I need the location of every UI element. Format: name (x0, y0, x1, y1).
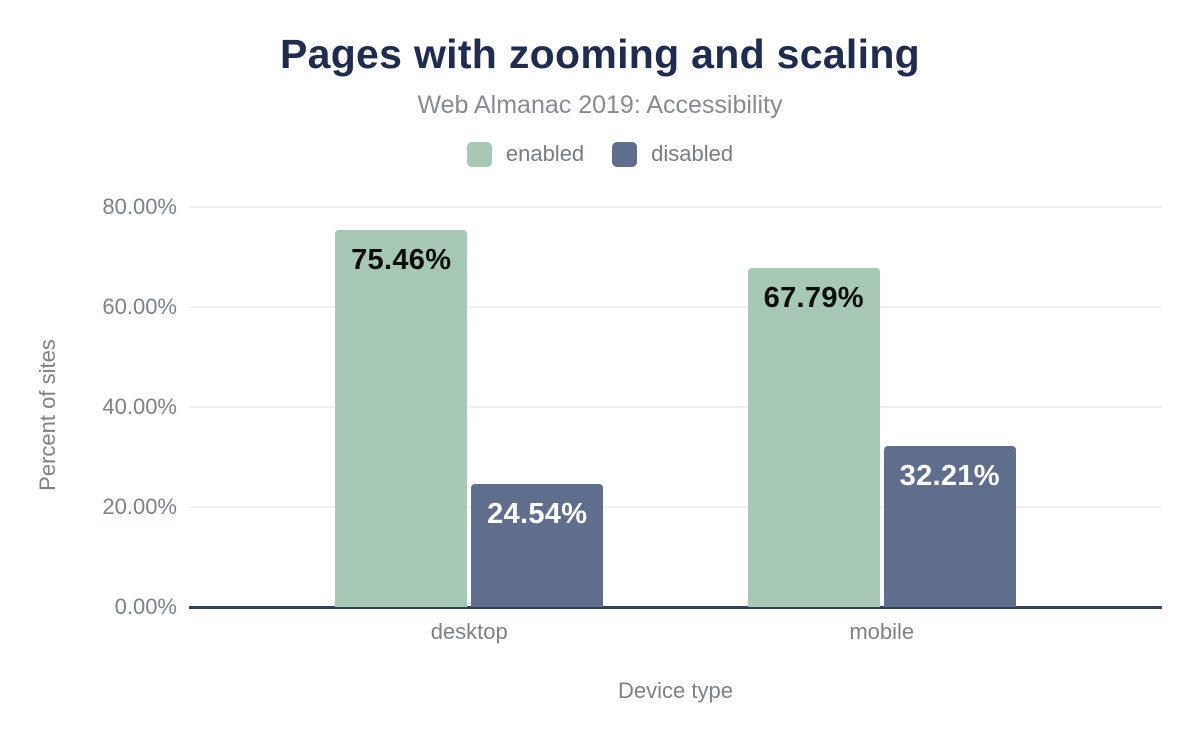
y-tick-80pct: 80.00% (102, 194, 177, 219)
x-axis-title: Device type (618, 678, 733, 703)
legend-label-enabled: enabled (505, 141, 585, 166)
legend-swatch-enabled-icon (466, 141, 492, 167)
legend-swatch-disabled-icon (612, 141, 638, 167)
y-tick-40pct: 40.00% (102, 394, 177, 419)
gridline-40pct (189, 406, 1162, 408)
legend-item-enabled: enabled (466, 141, 585, 167)
legend: enabled disabled (0, 141, 1200, 167)
plot-area: 75.46% 24.54% 67.79% 32.21% (189, 206, 1162, 609)
bar-desktop-disabled[interactable]: 24.54% (471, 484, 604, 607)
x-tick-desktop: desktop (430, 619, 508, 644)
y-tick-0pct: 0.00% (114, 594, 177, 619)
bar-value-desktop-enabled: 75.46% (351, 243, 452, 276)
gridline-60pct (189, 306, 1162, 308)
chart-title: Pages with zooming and scaling (279, 31, 921, 77)
gridline-80pct (189, 206, 1162, 208)
bar-value-mobile-disabled: 32.21% (899, 459, 1000, 492)
bar-desktop-enabled[interactable]: 75.46% (335, 229, 468, 607)
y-tick-20pct: 20.00% (102, 494, 177, 519)
y-tick-60pct: 60.00% (102, 294, 177, 319)
chart-subtitle: Web Almanac 2019: Accessibility (417, 91, 783, 119)
gridline-20pct (189, 506, 1162, 508)
legend-label-disabled: disabled (651, 141, 734, 166)
bar-value-mobile-enabled: 67.79% (763, 282, 864, 315)
bar-mobile-disabled[interactable]: 32.21% (883, 445, 1016, 607)
x-axis-line (189, 606, 1162, 609)
x-tick-mobile: mobile (849, 619, 915, 644)
legend-item-disabled: disabled (612, 141, 733, 167)
bar-mobile-enabled[interactable]: 67.79% (747, 268, 880, 607)
bar-value-desktop-disabled: 24.54% (487, 498, 588, 531)
